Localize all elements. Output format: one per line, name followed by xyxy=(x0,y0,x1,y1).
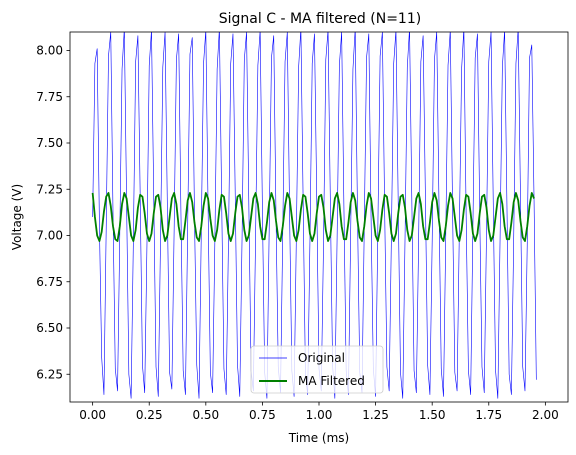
x-tick-label: 0.00 xyxy=(79,408,106,422)
legend-label-ma-filtered: MA Filtered xyxy=(298,374,365,388)
x-tick-label: 2.00 xyxy=(532,408,559,422)
y-axis-label: Voltage (V) xyxy=(10,184,24,250)
series-line-original xyxy=(92,32,537,399)
series-line-ma-filtered xyxy=(91,192,535,242)
series-layer xyxy=(91,32,537,399)
x-axis-label: Time (ms) xyxy=(288,431,350,445)
x-tick-label: 1.00 xyxy=(306,408,333,422)
y-tick-label: 7.50 xyxy=(36,136,63,150)
x-tick-label: 0.75 xyxy=(249,408,276,422)
y-tick-label: 7.25 xyxy=(36,182,63,196)
x-tick-label: 1.25 xyxy=(362,408,389,422)
x-tick-label: 0.50 xyxy=(192,408,219,422)
y-tick-label: 8.00 xyxy=(36,44,63,58)
y-tick-label: 6.25 xyxy=(36,367,63,381)
legend: Original MA Filtered xyxy=(250,345,384,394)
y-axis: 6.25 6.50 6.75 7.00 7.25 7.50 7.75 8.00 xyxy=(36,44,70,381)
chart-title: Signal C - MA filtered (N=11) xyxy=(219,11,421,27)
y-tick-label: 7.00 xyxy=(36,229,63,243)
y-tick-label: 6.75 xyxy=(36,275,63,289)
x-axis: 0.00 0.25 0.50 0.75 1.00 1.25 1.50 1.75 2.00 xyxy=(79,402,559,422)
legend-label-original: Original xyxy=(298,351,345,365)
y-tick-label: 7.75 xyxy=(36,90,63,104)
y-tick-label: 6.50 xyxy=(36,321,63,335)
x-tick-label: 1.50 xyxy=(419,408,446,422)
x-tick-label: 0.25 xyxy=(136,408,163,422)
x-tick-label: 1.75 xyxy=(475,408,502,422)
